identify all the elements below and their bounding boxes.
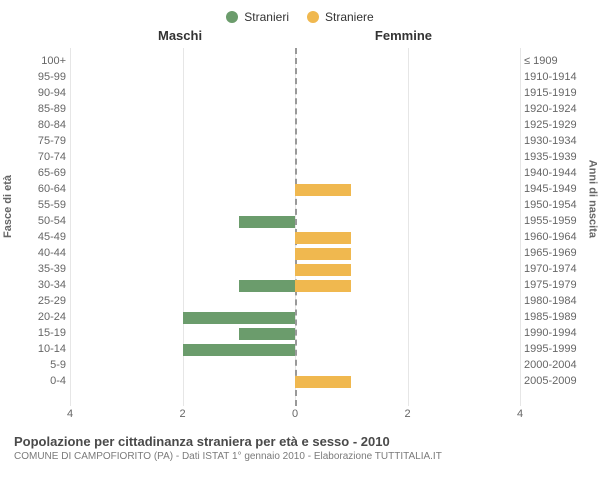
chart-row: 25-291980-1984 bbox=[70, 294, 520, 310]
birth-year-label: 1975-1979 bbox=[524, 279, 590, 291]
chart-row: 100+≤ 1909 bbox=[70, 54, 520, 70]
age-label: 10-14 bbox=[10, 343, 66, 355]
age-label: 40-44 bbox=[10, 247, 66, 259]
age-label: 50-54 bbox=[10, 215, 66, 227]
birth-year-label: 1945-1949 bbox=[524, 183, 590, 195]
chart-row: 15-191990-1994 bbox=[70, 326, 520, 342]
population-pyramid-chart: Stranieri Straniere Maschi Femmine Fasce… bbox=[0, 0, 600, 500]
age-label: 45-49 bbox=[10, 231, 66, 243]
age-label: 60-64 bbox=[10, 183, 66, 195]
x-tick-label: 0 bbox=[292, 408, 298, 420]
legend-label-b: Straniere bbox=[325, 10, 374, 24]
age-label: 100+ bbox=[10, 55, 66, 67]
chart-subtitle: COMUNE DI CAMPOFIORITO (PA) - Dati ISTAT… bbox=[14, 451, 586, 462]
birth-year-label: 2005-2009 bbox=[524, 375, 590, 387]
age-label: 65-69 bbox=[10, 167, 66, 179]
age-label: 20-24 bbox=[10, 311, 66, 323]
birth-year-label: 1985-1989 bbox=[524, 311, 590, 323]
chart-row: 40-441965-1969 bbox=[70, 246, 520, 262]
bar-female bbox=[295, 280, 351, 292]
gridline bbox=[520, 48, 521, 406]
age-label: 35-39 bbox=[10, 263, 66, 275]
birth-year-label: 1910-1914 bbox=[524, 71, 590, 83]
birth-year-label: 1930-1934 bbox=[524, 135, 590, 147]
plot-area: Fasce di età Anni di nascita 100+≤ 19099… bbox=[8, 48, 592, 428]
chart-row: 95-991910-1914 bbox=[70, 70, 520, 86]
header-femmine: Femmine bbox=[375, 28, 432, 43]
birth-year-label: ≤ 1909 bbox=[524, 55, 590, 67]
age-label: 90-94 bbox=[10, 87, 66, 99]
birth-year-label: 1960-1964 bbox=[524, 231, 590, 243]
bar-female bbox=[295, 376, 351, 388]
chart-row: 30-341975-1979 bbox=[70, 278, 520, 294]
chart-footer: Popolazione per cittadinanza straniera p… bbox=[8, 428, 592, 462]
birth-year-label: 1990-1994 bbox=[524, 327, 590, 339]
birth-year-label: 1935-1939 bbox=[524, 151, 590, 163]
age-label: 0-4 bbox=[10, 375, 66, 387]
legend-label-a: Stranieri bbox=[244, 10, 289, 24]
age-label: 95-99 bbox=[10, 71, 66, 83]
bar-male bbox=[239, 216, 295, 228]
chart-row: 90-941915-1919 bbox=[70, 86, 520, 102]
chart-row: 65-691940-1944 bbox=[70, 166, 520, 182]
birth-year-label: 1965-1969 bbox=[524, 247, 590, 259]
bar-female bbox=[295, 232, 351, 244]
birth-year-label: 1980-1984 bbox=[524, 295, 590, 307]
age-label: 55-59 bbox=[10, 199, 66, 211]
chart-row: 70-741935-1939 bbox=[70, 150, 520, 166]
birth-year-label: 1925-1929 bbox=[524, 119, 590, 131]
legend-item-straniere: Straniere bbox=[307, 10, 374, 24]
birth-year-label: 1940-1944 bbox=[524, 167, 590, 179]
age-label: 80-84 bbox=[10, 119, 66, 131]
bar-male bbox=[239, 280, 295, 292]
x-tick-label: 4 bbox=[67, 408, 73, 420]
bar-female bbox=[295, 184, 351, 196]
x-tick-label: 2 bbox=[179, 408, 185, 420]
legend-swatch-a bbox=[226, 11, 238, 23]
bar-male bbox=[239, 328, 295, 340]
legend: Stranieri Straniere bbox=[8, 10, 592, 24]
chart-row: 60-641945-1949 bbox=[70, 182, 520, 198]
chart-row: 85-891920-1924 bbox=[70, 102, 520, 118]
x-axis-ticks: 4 2 0 2 4 bbox=[70, 408, 520, 428]
chart-row: 75-791930-1934 bbox=[70, 134, 520, 150]
age-label: 15-19 bbox=[10, 327, 66, 339]
chart-title: Popolazione per cittadinanza straniera p… bbox=[14, 434, 586, 449]
chart-row: 80-841925-1929 bbox=[70, 118, 520, 134]
age-label: 75-79 bbox=[10, 135, 66, 147]
bar-male bbox=[183, 312, 296, 324]
birth-year-label: 1995-1999 bbox=[524, 343, 590, 355]
plot-inner: 100+≤ 190995-991910-191490-941915-191985… bbox=[70, 48, 520, 406]
birth-year-label: 2000-2004 bbox=[524, 359, 590, 371]
header-maschi: Maschi bbox=[158, 28, 202, 43]
age-label: 25-29 bbox=[10, 295, 66, 307]
legend-swatch-b bbox=[307, 11, 319, 23]
birth-year-label: 1920-1924 bbox=[524, 103, 590, 115]
chart-row: 35-391970-1974 bbox=[70, 262, 520, 278]
column-headers: Maschi Femmine bbox=[8, 28, 592, 46]
birth-year-label: 1955-1959 bbox=[524, 215, 590, 227]
bar-female bbox=[295, 248, 351, 260]
birth-year-label: 1915-1919 bbox=[524, 87, 590, 99]
age-label: 85-89 bbox=[10, 103, 66, 115]
birth-year-label: 1970-1974 bbox=[524, 263, 590, 275]
chart-row: 55-591950-1954 bbox=[70, 198, 520, 214]
chart-row: 0-42005-2009 bbox=[70, 374, 520, 390]
age-label: 30-34 bbox=[10, 279, 66, 291]
bar-female bbox=[295, 264, 351, 276]
age-label: 70-74 bbox=[10, 151, 66, 163]
legend-item-stranieri: Stranieri bbox=[226, 10, 289, 24]
chart-row: 20-241985-1989 bbox=[70, 310, 520, 326]
birth-year-label: 1950-1954 bbox=[524, 199, 590, 211]
chart-row: 10-141995-1999 bbox=[70, 342, 520, 358]
x-tick-label: 4 bbox=[517, 408, 523, 420]
chart-row: 5-92000-2004 bbox=[70, 358, 520, 374]
age-label: 5-9 bbox=[10, 359, 66, 371]
chart-row: 45-491960-1964 bbox=[70, 230, 520, 246]
x-tick-label: 2 bbox=[404, 408, 410, 420]
bar-male bbox=[183, 344, 296, 356]
chart-row: 50-541955-1959 bbox=[70, 214, 520, 230]
